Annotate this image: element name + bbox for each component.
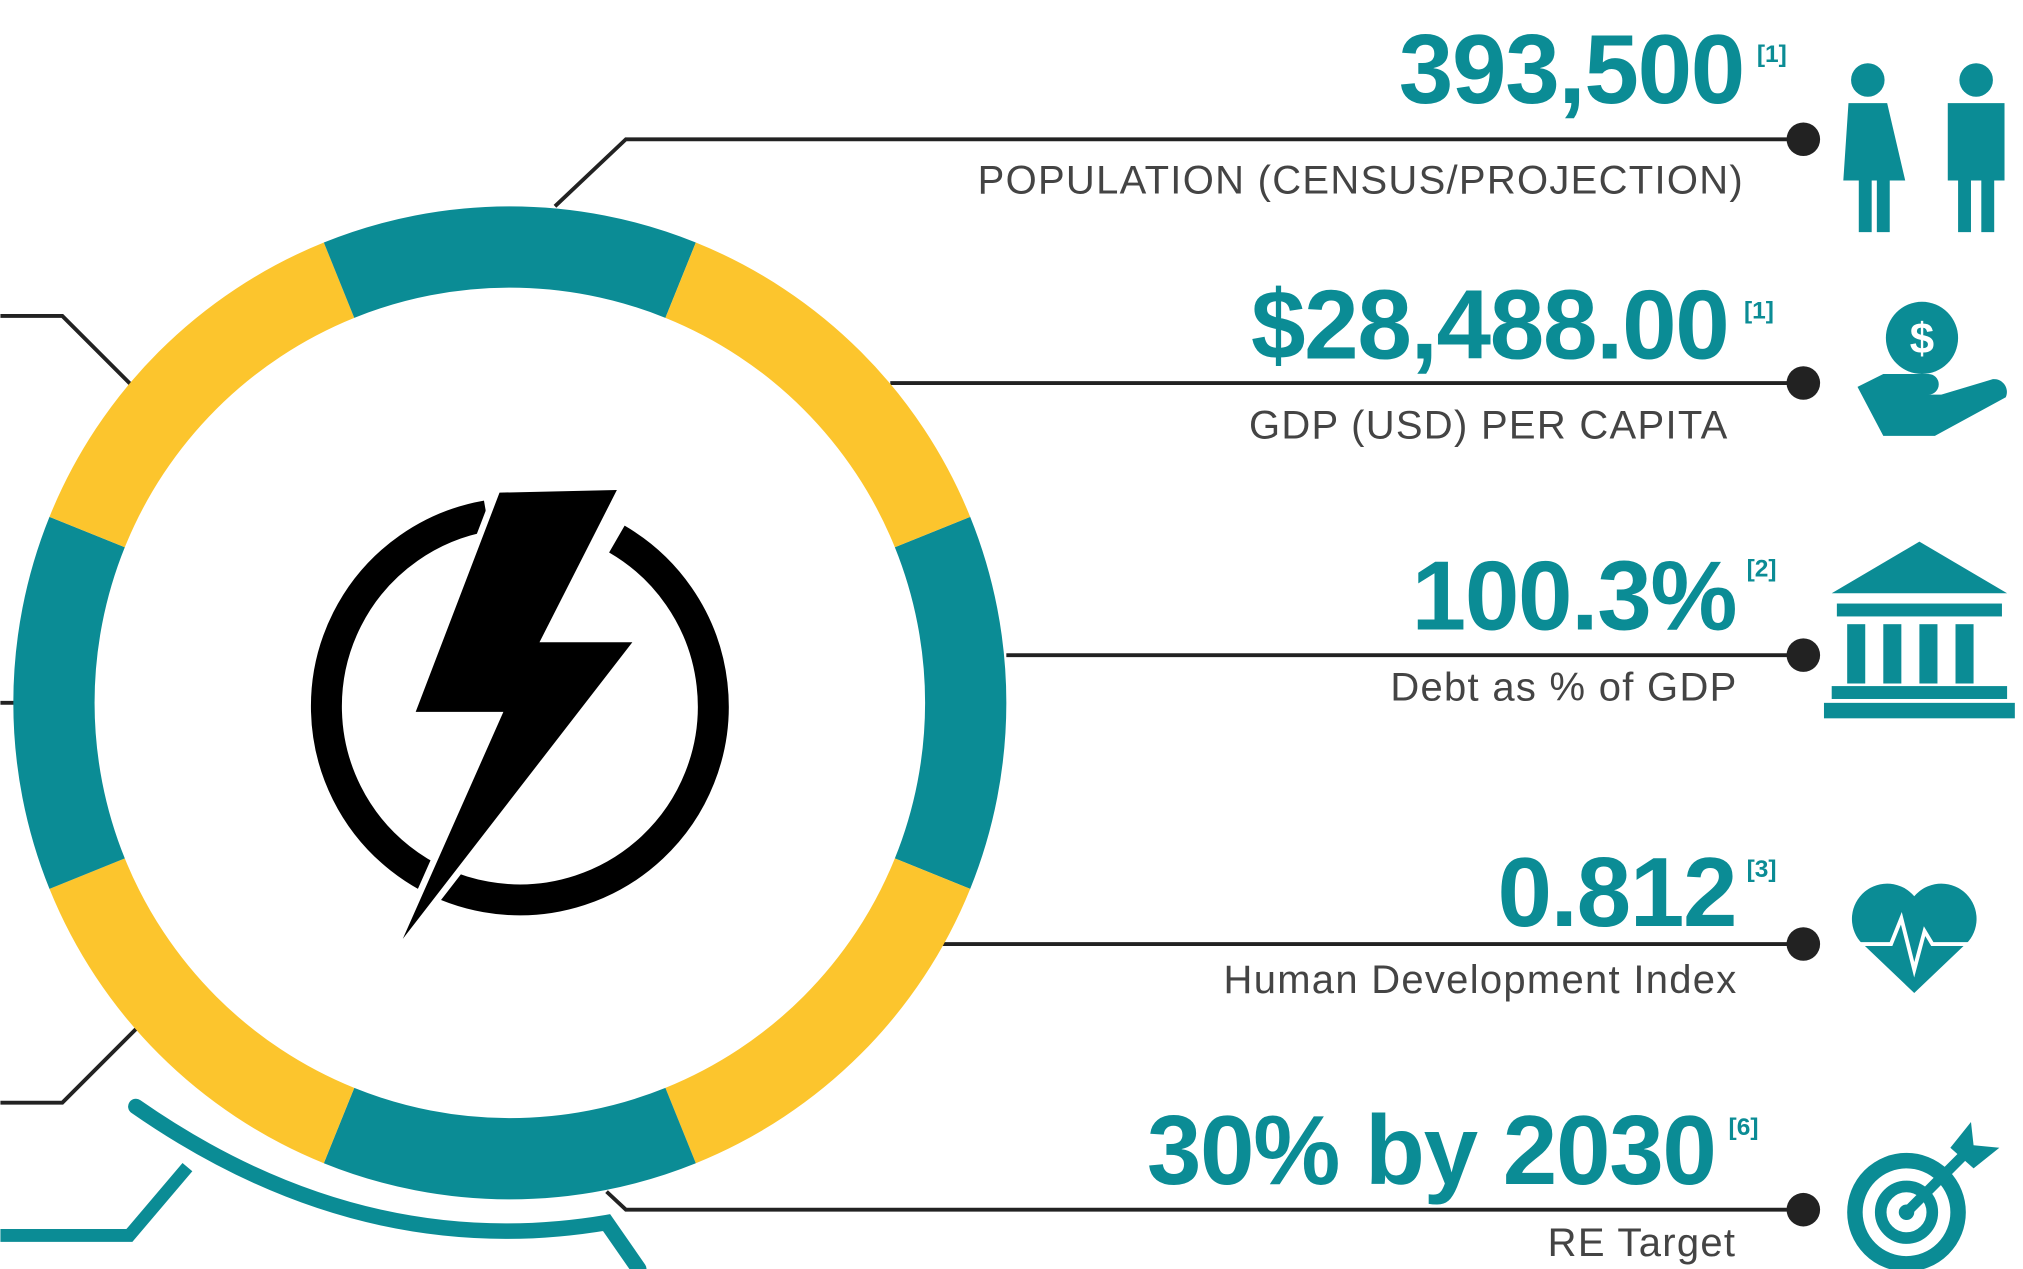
value: 30% by 2030 xyxy=(1147,1095,1716,1205)
ref: [1] xyxy=(1757,41,1787,68)
label: Debt as % of GDP xyxy=(1390,665,1737,709)
value: 393,500 xyxy=(1399,14,1744,124)
ring xyxy=(13,206,1007,1200)
ref: [1] xyxy=(1744,298,1774,325)
decor-arc xyxy=(128,1098,647,1269)
ring-segment xyxy=(49,242,355,548)
value: $28,488.00 xyxy=(1251,270,1729,380)
label: RE Target xyxy=(1548,1221,1737,1265)
ring-segment xyxy=(323,1087,696,1200)
decor-line xyxy=(0,1162,193,1242)
label: Human Development Index xyxy=(1224,958,1738,1002)
connector xyxy=(0,314,134,387)
ring-segment xyxy=(49,858,355,1164)
connector xyxy=(553,137,1804,208)
bank-icon xyxy=(1823,541,2015,719)
power-icon xyxy=(311,500,729,916)
bolt-icon xyxy=(396,483,646,943)
svg-text:$: $ xyxy=(1910,314,1934,363)
label: GDP (USD) PER CAPITA xyxy=(1249,403,1729,447)
connector-dots xyxy=(1786,122,1821,1227)
money-hand-icon: $ xyxy=(1857,301,2007,436)
ref: [2] xyxy=(1747,555,1777,582)
ref: [3] xyxy=(1747,856,1777,883)
ring-segment xyxy=(13,516,125,889)
connector xyxy=(605,1190,1804,1212)
ring-segment xyxy=(665,858,971,1164)
connector xyxy=(0,1026,139,1105)
value: 0.812 xyxy=(1497,837,1736,947)
label: POPULATION (CENSUS/PROJECTION) xyxy=(978,158,1744,202)
people-icon xyxy=(1843,63,2005,233)
ring-segment xyxy=(323,206,696,318)
ring-segment xyxy=(894,516,1007,889)
value: 100.3% xyxy=(1412,540,1737,650)
ring-segment xyxy=(665,242,971,548)
heart-icon xyxy=(1851,883,1977,994)
ref: [6] xyxy=(1729,1114,1759,1141)
target-icon xyxy=(1847,1121,2000,1269)
